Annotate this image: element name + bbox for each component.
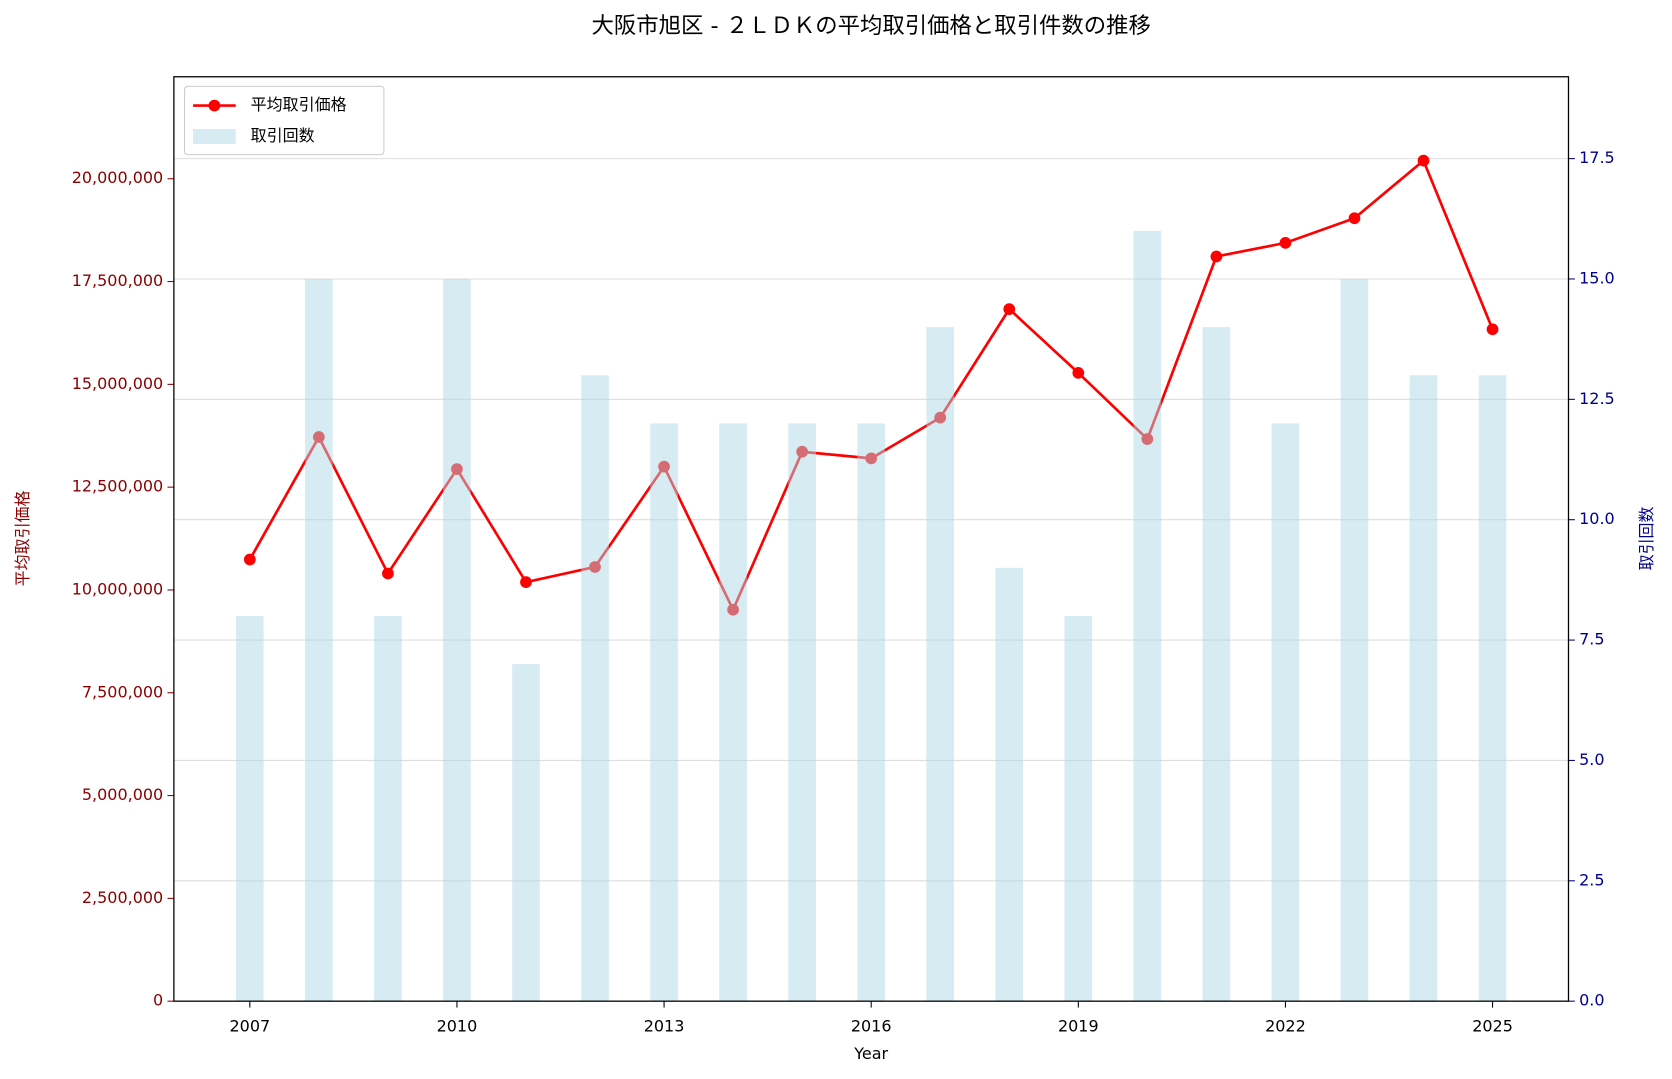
- y-tick-label: 15,000,000: [72, 374, 164, 393]
- y-tick-label: 5,000,000: [82, 785, 163, 804]
- y-tick-label: 0: [153, 991, 163, 1010]
- x-axis-label: Year: [853, 1044, 888, 1063]
- y2-tick-label: 15.0: [1579, 268, 1615, 287]
- count-bar: [1478, 375, 1507, 1002]
- price-point: [243, 553, 256, 566]
- count-bar: [995, 567, 1024, 1002]
- count-bar: [1202, 327, 1231, 1002]
- count-bar: [1133, 230, 1162, 1002]
- price-point: [520, 576, 532, 589]
- x-tick-label: 2025: [1472, 1016, 1513, 1035]
- y2-tick-label: 10.0: [1579, 509, 1615, 528]
- price-point: [1486, 323, 1499, 336]
- legend-label: 取引回数: [251, 126, 315, 145]
- y-tick-label: 7,500,000: [82, 682, 163, 701]
- x-tick-label: 2022: [1265, 1016, 1306, 1035]
- count-bar: [374, 616, 402, 1002]
- y-axis-label: 平均取引価格: [13, 490, 32, 586]
- count-bar: [443, 278, 471, 1002]
- legend-marker: [208, 99, 221, 112]
- price-point: [1417, 154, 1430, 167]
- y-tick-label: 12,500,000: [72, 477, 164, 496]
- price-point: [1003, 303, 1016, 315]
- y2-axis-label: 取引回数: [1637, 506, 1656, 570]
- y2-tick-label: 12.5: [1579, 389, 1615, 408]
- count-bar: [1409, 375, 1438, 1002]
- price-point: [1279, 237, 1292, 249]
- legend-label: 平均取引価格: [251, 95, 347, 114]
- count-bar: [236, 616, 264, 1002]
- y-tick-label: 17,500,000: [72, 271, 164, 290]
- y2-tick-label: 17.5: [1579, 148, 1615, 167]
- y2-tick-label: 5.0: [1579, 750, 1604, 769]
- y-tick-label: 2,500,000: [82, 888, 163, 907]
- count-bar: [650, 423, 678, 1002]
- x-tick-label: 2013: [644, 1016, 685, 1035]
- legend-swatch: [193, 129, 236, 144]
- count-bar: [857, 423, 885, 1002]
- price-point: [382, 567, 394, 580]
- price-point: [1072, 366, 1085, 379]
- plot-frame: [173, 76, 1570, 1002]
- price-point: [1210, 250, 1223, 263]
- count-bar: [926, 327, 955, 1002]
- y-tick-label: 10,000,000: [72, 579, 164, 598]
- count-bar: [788, 423, 816, 1002]
- x-tick-label: 2019: [1058, 1016, 1099, 1035]
- y-tick-label: 20,000,000: [72, 168, 164, 187]
- x-tick-label: 2016: [851, 1016, 892, 1035]
- x-tick-label: 2007: [229, 1016, 270, 1035]
- count-bar: [1340, 278, 1369, 1002]
- count-bar: [1271, 423, 1300, 1002]
- y2-tick-label: 0.0: [1579, 991, 1604, 1010]
- y2-tick-label: 7.5: [1579, 630, 1604, 649]
- y2-tick-label: 2.5: [1579, 870, 1604, 889]
- chart-title: 大阪市旭区 - ２ＬＤＫの平均取引価格と取引件数の推移: [592, 13, 1151, 39]
- count-bar: [512, 664, 540, 1002]
- count-bar: [581, 375, 609, 1002]
- count-bar: [1064, 616, 1093, 1002]
- x-tick-label: 2010: [437, 1016, 478, 1035]
- count-bar: [719, 423, 747, 1002]
- price-point: [1348, 212, 1361, 225]
- count-bar: [305, 278, 333, 1002]
